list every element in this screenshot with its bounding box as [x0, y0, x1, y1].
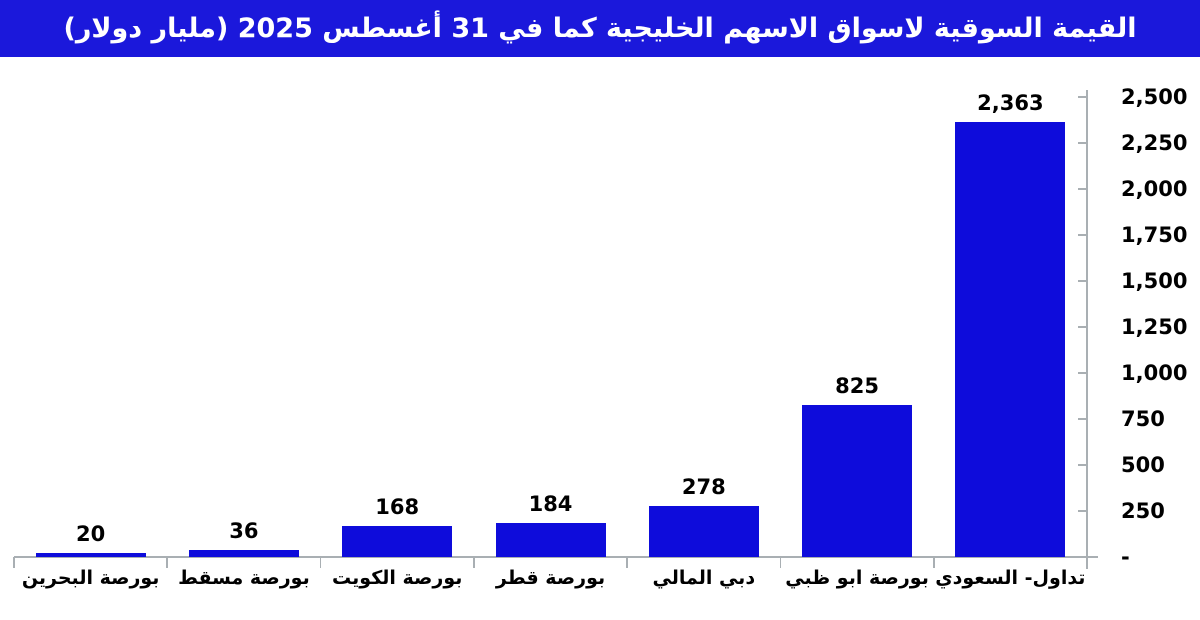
chart-title: القيمة السوقية لاسواق الاسهم الخليجية كم…: [63, 13, 1137, 44]
y-axis-label: 1,500: [1121, 269, 1188, 293]
bar: [955, 122, 1066, 557]
y-tick-mark: [1078, 234, 1087, 236]
y-axis-label: 1,000: [1121, 361, 1188, 385]
bar: [35, 553, 146, 557]
y-axis-label: 2,500: [1121, 85, 1188, 109]
y-tick-mark: [1078, 96, 1087, 98]
y-axis-label: -: [1121, 545, 1130, 569]
bar-value-label: 278: [681, 474, 726, 499]
y-axis-label: 1,750: [1121, 223, 1188, 247]
y-axis-label: 2,250: [1121, 131, 1188, 155]
bar: [648, 505, 759, 557]
y-tick-mark: [1078, 418, 1087, 420]
x-tick-mark: [626, 557, 628, 568]
bar-value-label: 825: [835, 374, 879, 399]
y-axis-label: 250: [1121, 499, 1165, 523]
x-axis-label: تداول- السعودي: [935, 567, 1086, 589]
x-axis-label: بورصة البحرين: [21, 567, 160, 589]
y-axis-line: [1086, 90, 1088, 569]
x-tick-mark: [319, 557, 322, 568]
x-axis-label: بورصة قطر: [495, 567, 606, 589]
y-axis-label: 2,000: [1121, 177, 1188, 201]
bar-value-label: 36: [229, 519, 259, 544]
x-tick-mark: [13, 557, 15, 568]
y-tick-mark: [1078, 326, 1087, 328]
bar-value-label: 184: [528, 492, 573, 517]
bar-value-label: 168: [375, 495, 420, 520]
y-tick-mark: [1078, 280, 1087, 282]
bar: [495, 523, 606, 557]
x-tick-mark: [473, 557, 475, 568]
y-tick-mark: [1078, 372, 1087, 374]
x-tick-mark: [1086, 557, 1088, 568]
y-axis-label: 500: [1121, 453, 1165, 477]
y-tick-mark: [1078, 188, 1087, 190]
y-axis-label: 1,250: [1121, 315, 1188, 339]
y-axis-label: 750: [1121, 407, 1165, 431]
chart-title-bar: القيمة السوقية لاسواق الاسهم الخليجية كم…: [0, 0, 1200, 57]
x-tick-mark: [779, 557, 782, 568]
x-tick-mark: [932, 557, 935, 568]
bar-value-label: 20: [76, 522, 106, 547]
bar: [188, 550, 299, 557]
x-axis-label: بورصة الكويت: [332, 567, 463, 589]
y-tick-mark: [1078, 464, 1087, 466]
bar: [342, 526, 453, 557]
x-tick-mark: [166, 557, 169, 568]
x-axis-label: دبي المالي: [652, 567, 756, 589]
y-tick-mark: [1078, 510, 1087, 512]
y-tick-mark: [1078, 556, 1087, 558]
bar-value-label: 2,363: [977, 91, 1044, 116]
x-axis-label: بورصة ابو ظبي: [785, 567, 929, 589]
y-tick-mark: [1078, 142, 1087, 144]
x-axis-label: بورصة مسقط: [178, 567, 310, 589]
bar: [802, 405, 913, 557]
